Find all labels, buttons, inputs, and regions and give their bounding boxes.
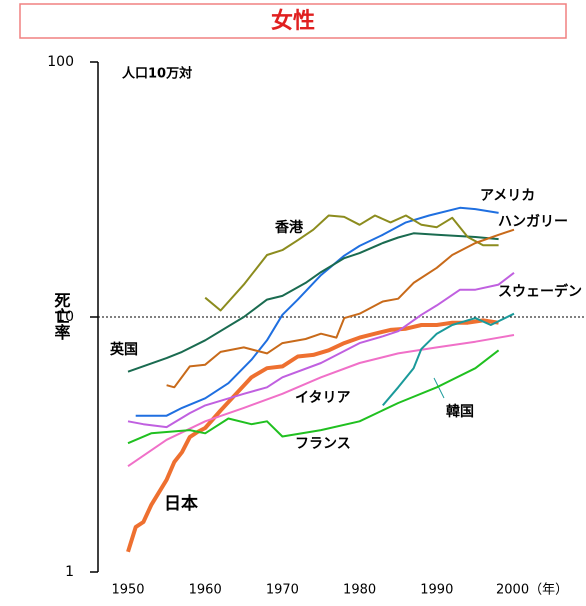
y-tick-label: 100 [47,54,74,70]
series-label: 日本 [164,493,198,514]
y-axis-label: 死亡率 [52,292,71,341]
x-tick-label: 1970 [266,583,299,598]
series-label: ハンガリー [498,214,568,230]
title-box [19,3,567,39]
x-tick-label: 2000（年） [496,583,568,598]
series-line [127,349,500,445]
series-label: フランス [295,436,351,452]
x-tick-label: 1980 [343,583,376,598]
unit-note: 人口10万対 [122,66,192,82]
series-label: 香港 [274,219,304,236]
series-label: アメリカ [480,188,535,204]
series-label: スウェーデン [498,283,582,300]
series-line [382,312,515,407]
y-tick-label: 10 [56,309,74,325]
series-line [127,272,515,429]
x-tick-label: 1960 [189,583,222,598]
series-line [127,232,499,373]
series-line [166,228,515,389]
chart-title: 女性 [271,8,315,34]
series-line [204,214,499,312]
x-tick-label: 1950 [111,583,144,598]
series-line [126,318,499,553]
label-connector [433,377,445,399]
series-line [127,334,515,468]
series-label: イタリア [295,390,350,406]
series-label: 英国 [109,341,138,358]
y-tick-label: 1 [65,564,74,580]
x-tick-label: 1990 [420,583,453,598]
series-line [135,206,499,417]
series-label: 韓国 [446,403,474,420]
